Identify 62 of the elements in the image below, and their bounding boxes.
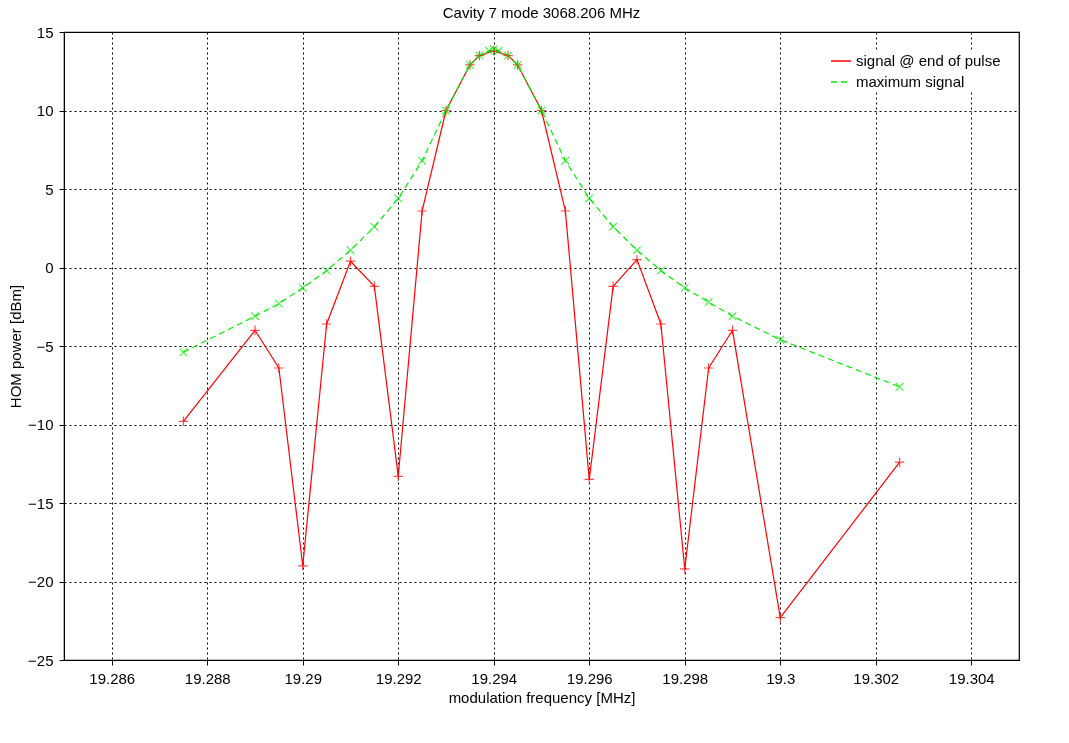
- x-tick-label: 19.296: [566, 669, 613, 687]
- point: [273, 362, 285, 374]
- point: [703, 362, 714, 374]
- point: [560, 205, 571, 217]
- y-tick-label: −20: [28, 573, 54, 590]
- point: [345, 255, 356, 267]
- point: [178, 416, 189, 427]
- x-tick-label: 19.3: [766, 669, 796, 687]
- point: [774, 612, 786, 623]
- point: [560, 156, 570, 166]
- point: [369, 222, 379, 232]
- point: [369, 281, 380, 292]
- point: [608, 222, 618, 232]
- point: [393, 194, 403, 203]
- point: [775, 335, 785, 345]
- point: [417, 156, 427, 166]
- point: [704, 297, 714, 307]
- point: [322, 266, 332, 276]
- y-tick-label: −5: [36, 337, 54, 355]
- x-tick-label: 19.298: [662, 669, 709, 687]
- legend-label: maximum signal: [856, 73, 965, 90]
- point: [298, 283, 308, 293]
- point: [484, 46, 494, 56]
- point: [297, 560, 309, 572]
- point: [494, 46, 503, 56]
- point: [680, 283, 690, 293]
- y-tick-label: 0: [45, 259, 54, 276]
- point: [416, 205, 428, 217]
- point: [655, 318, 667, 330]
- y-tick-label: 10: [36, 102, 54, 119]
- point: [274, 299, 284, 308]
- point: [584, 194, 594, 203]
- x-tick-label: 19.288: [184, 669, 231, 687]
- point: [727, 324, 738, 336]
- chart-title: Cavity 7 mode 3068.206 MHz: [442, 4, 641, 21]
- y-tick-label: 5: [45, 180, 54, 198]
- y-axis-title: HOM power [dBm]: [7, 284, 25, 409]
- point: [894, 456, 905, 468]
- x-tick-label: 19.286: [89, 669, 136, 687]
- point: [607, 281, 619, 292]
- y-tick-label: −15: [28, 494, 54, 512]
- y-tick-label: −25: [28, 651, 54, 669]
- point: [321, 318, 332, 330]
- point: [249, 324, 261, 336]
- y-tick-label: 15: [36, 23, 54, 41]
- x-tick-label: 19.292: [375, 669, 422, 687]
- point: [631, 254, 643, 265]
- legend-label: signal @ end of pulse: [856, 52, 1001, 69]
- point: [346, 245, 355, 255]
- point: [656, 266, 666, 276]
- point: [583, 474, 595, 485]
- x-tick-label: 19.294: [471, 669, 518, 687]
- x-axis-title: modulation frequency [MHz]: [448, 688, 636, 706]
- y-tick-label: −10: [28, 416, 54, 433]
- point: [728, 311, 737, 321]
- x-tick-label: 19.304: [948, 669, 995, 687]
- point: [895, 382, 905, 392]
- x-tick-label: 19.302: [853, 669, 900, 687]
- point: [250, 311, 260, 321]
- point: [632, 245, 642, 255]
- point: [178, 347, 188, 357]
- x-tick-label: 19.29: [284, 669, 323, 687]
